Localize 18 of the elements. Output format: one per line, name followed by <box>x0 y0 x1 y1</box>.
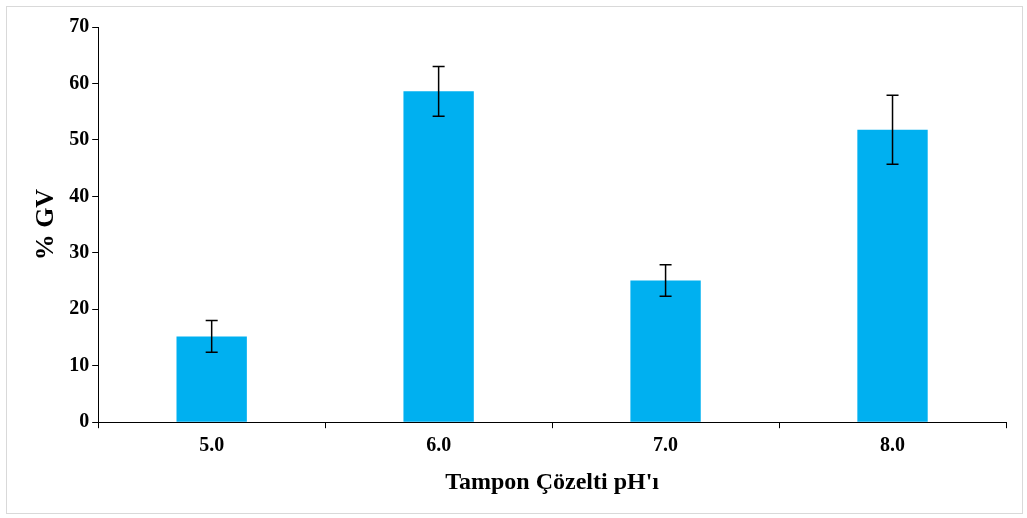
y-tick-label: 40 <box>69 183 90 206</box>
bar <box>403 91 474 422</box>
bar <box>630 280 701 422</box>
x-tick-label: 5.0 <box>199 433 225 456</box>
x-axis-title: Tampon Çözelti pH'ı <box>445 467 660 494</box>
y-tick-label: 50 <box>69 127 90 150</box>
bar <box>176 336 247 422</box>
y-tick-label: 30 <box>69 240 90 262</box>
x-tick-label: 7.0 <box>653 433 679 456</box>
y-axis-title: % GV <box>30 188 60 261</box>
x-tick-label: 6.0 <box>426 433 452 456</box>
y-tick-label: 0 <box>79 409 90 432</box>
y-tick-label: 60 <box>69 70 90 93</box>
y-tick-label: 70 <box>69 14 90 37</box>
y-tick-label: 10 <box>69 352 90 375</box>
bar <box>857 129 928 422</box>
x-tick-label: 8.0 <box>880 433 906 456</box>
y-tick-label: 20 <box>69 296 90 319</box>
